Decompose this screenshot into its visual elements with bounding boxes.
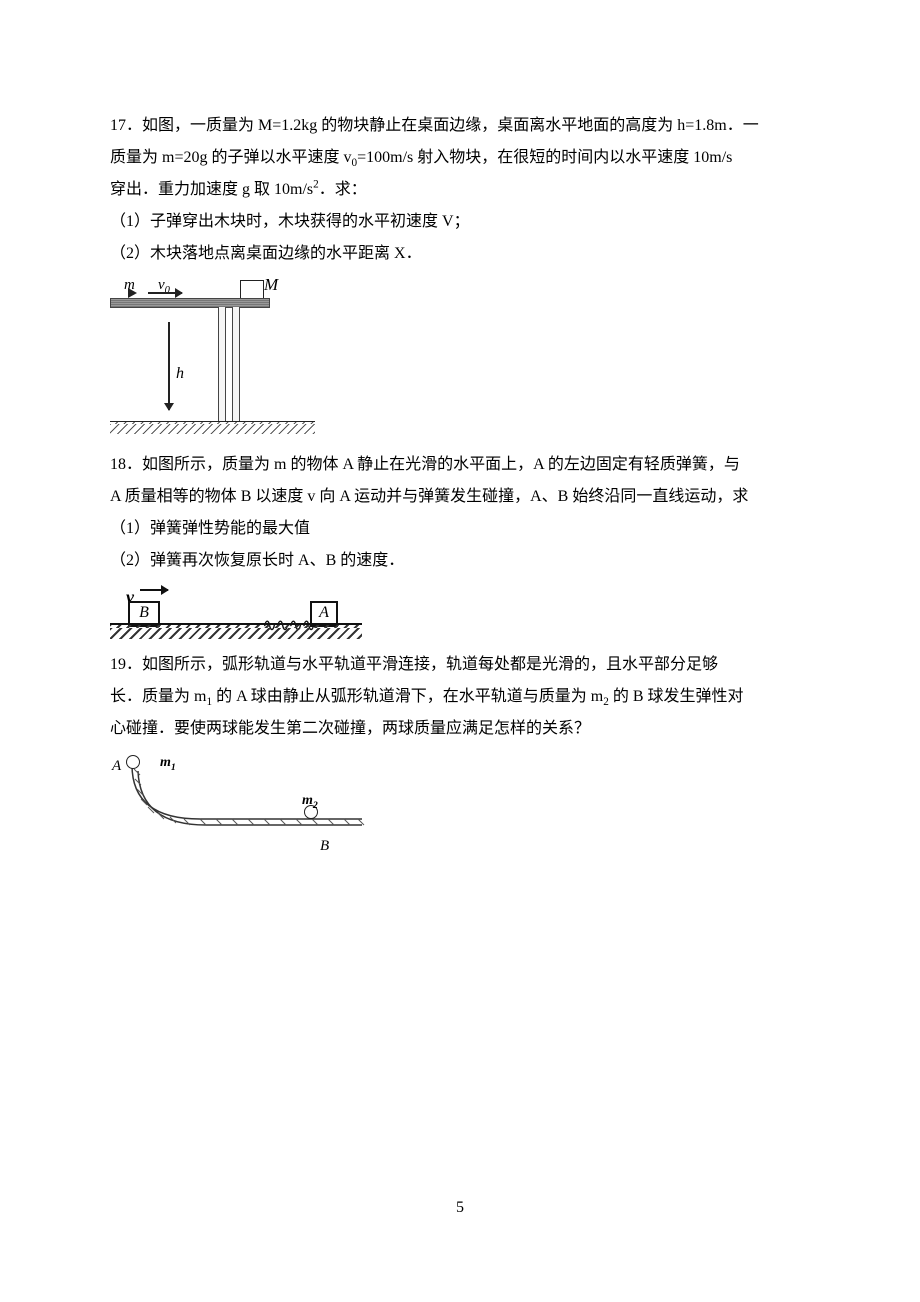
label-big-m: M <box>264 268 278 302</box>
text: 的 <box>212 688 236 705</box>
q19-line1: 19．如图所示，弧形轨道与水平轨道平滑连接，轨道每处都是光滑的，且水平部分足够 <box>110 649 810 681</box>
text: 19．如图所示，弧形轨道与水平轨道平滑连接，轨道每处都是光滑的，且水平部分足够 <box>110 656 718 673</box>
text: 向 <box>319 488 339 505</box>
text: 静止在光滑的水平面上， <box>357 456 533 473</box>
text: 10m/s <box>693 149 732 166</box>
text: ．求： <box>319 181 367 198</box>
q18-line1: 18．如图所示，质量为 m 的物体 A 静止在光滑的水平面上，A 的左边固定有轻… <box>110 449 810 481</box>
text: ． <box>406 245 422 262</box>
text: X <box>394 245 406 262</box>
text: 的左边固定有轻质弹簧，与 <box>548 456 740 473</box>
q17-sub1: （1）子弹穿出木块时，木块获得的水平初速度 V； <box>110 206 810 238</box>
text: 穿出．重力加速度 <box>110 181 242 198</box>
label-b: B <box>320 831 329 861</box>
text: m2 <box>591 688 609 705</box>
text: 18．如图所示，质量为 <box>110 456 274 473</box>
text: v0 <box>344 149 358 166</box>
text: 质量为 <box>110 149 162 166</box>
text: （2）弹簧再次恢复原长时 <box>110 552 298 569</box>
text: 始终沿同一直线运动，求 <box>572 488 748 505</box>
text: 10m/s2 <box>274 181 319 198</box>
q18-sub2: （2）弹簧再次恢复原长时 A、B 的速度． <box>110 545 810 577</box>
text: 心碰撞．要使两球能发生第二次碰撞，两球质量应满足怎样的关系？ <box>110 720 590 737</box>
q19-figure: A m1 m2 B <box>110 751 378 859</box>
text: A <box>339 488 354 505</box>
text: h=1.8m <box>677 117 726 134</box>
text: 的物体 <box>290 456 342 473</box>
text: A、B <box>298 552 340 569</box>
q17-line3: 穿出．重力加速度 g 取 10m/s2．求： <box>110 174 810 206</box>
label-m2: m2 <box>302 787 318 815</box>
text: A <box>342 456 357 473</box>
text: B <box>241 488 256 505</box>
text: 的速度． <box>340 552 404 569</box>
ground-hatch-icon <box>110 623 362 639</box>
q18-line2: A 质量相等的物体 B 以速度 v 向 A 运动并与弹簧发生碰撞，A、B 始终沿… <box>110 481 810 513</box>
ground-hatch-icon <box>110 421 315 434</box>
height-arrow-icon <box>168 322 170 410</box>
ramp-svg-icon <box>110 751 378 859</box>
bullet-icon <box>128 288 137 298</box>
text: 的物块静止在桌面边缘，桌面离水平地面的高度为 <box>321 117 677 134</box>
velocity-arrow-icon <box>140 589 168 591</box>
label-m1: m1 <box>160 749 176 777</box>
label-v0: v0 <box>158 270 170 300</box>
ball-a-icon <box>126 755 140 769</box>
text: B <box>633 688 648 705</box>
text: g <box>242 181 254 198</box>
text: 运动并与弹簧发生碰撞， <box>354 488 530 505</box>
q18-sub1: （1）弹簧弹性势能的最大值 <box>110 513 810 545</box>
page-number: 5 <box>0 1192 920 1224</box>
q19-line3: 心碰撞．要使两球能发生第二次碰撞，两球质量应满足怎样的关系？ <box>110 713 810 745</box>
table-leg-icon <box>232 307 240 421</box>
text: ．一 <box>727 117 759 134</box>
q17-line1: 17．如图，一质量为 M=1.2kg 的物块静止在桌面边缘，桌面离水平地面的高度… <box>110 110 810 142</box>
text: 17．如图，一质量为 <box>110 117 258 134</box>
text: 球由静止从弧形轨道滑下，在水平轨道与质量为 <box>251 688 591 705</box>
text: A <box>110 488 125 505</box>
text: 射入物块，在很短的时间内以水平速度 <box>417 149 693 166</box>
text: V <box>442 213 454 230</box>
text: A <box>236 688 251 705</box>
text: （1）子弹穿出木块时，木块获得的水平初速度 <box>110 213 442 230</box>
text: A、B <box>530 488 572 505</box>
text: （1）弹簧弹性势能的最大值 <box>110 520 310 537</box>
table-leg-icon <box>218 307 226 421</box>
q17-sub2: （2）木块落地点离桌面边缘的水平距离 X． <box>110 238 810 270</box>
text: （2）木块落地点离桌面边缘的水平距离 <box>110 245 394 262</box>
text: 质量相等的物体 <box>125 488 241 505</box>
table-top-icon <box>110 298 270 308</box>
velocity-arrow-icon <box>148 292 182 294</box>
text: m <box>274 456 290 473</box>
text: 长．质量为 <box>110 688 194 705</box>
text: ； <box>454 213 470 230</box>
q18-figure: v B ∿∿∿∿ A <box>110 583 370 641</box>
q17-figure: m v0 M h <box>110 276 320 441</box>
text: 的子弹以水平速度 <box>211 149 343 166</box>
text: =100m/s <box>357 149 417 166</box>
text: M=1.2kg <box>258 117 321 134</box>
label-a: A <box>112 751 121 781</box>
text: 球发生弹性对 <box>648 688 744 705</box>
text: m=20g <box>162 149 211 166</box>
block-icon <box>240 280 264 300</box>
text: 的 <box>609 688 633 705</box>
q17-line2: 质量为 m=20g 的子弹以水平速度 v0=100m/s 射入物块，在很短的时间… <box>110 142 810 174</box>
text: 取 <box>254 181 274 198</box>
text: m1 <box>194 688 212 705</box>
label-h: h <box>176 358 184 390</box>
q19-line2: 长．质量为 m1 的 A 球由静止从弧形轨道滑下，在水平轨道与质量为 m2 的 … <box>110 681 810 713</box>
text: 以速度 <box>255 488 307 505</box>
text: A <box>533 456 548 473</box>
text: v <box>307 488 319 505</box>
